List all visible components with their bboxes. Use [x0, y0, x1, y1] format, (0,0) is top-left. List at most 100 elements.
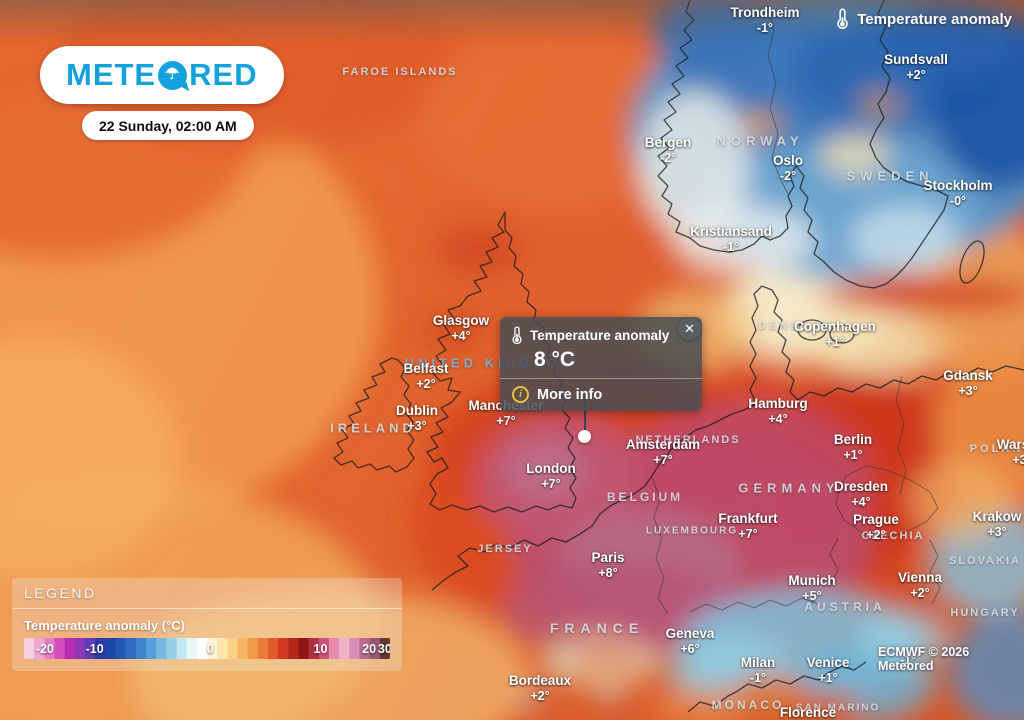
- city-label[interactable]: Prague +2°: [853, 512, 899, 543]
- city-label[interactable]: Gdansk +3°: [943, 368, 993, 399]
- city-anomaly-value: +5°: [802, 589, 822, 604]
- region-label: NORWAY: [716, 133, 804, 149]
- legend-tick: 30: [377, 641, 390, 656]
- city-anomaly-value: +2°: [866, 528, 886, 543]
- legend-color-bar: -20 -10 0 10 20 30: [24, 638, 390, 659]
- city-label[interactable]: Stockholm -0°: [923, 178, 992, 209]
- tooltip-title: Temperature anomaly: [530, 328, 670, 343]
- city-name: Glasgow: [432, 313, 490, 328]
- city-label[interactable]: Copenhagen +1°: [794, 319, 876, 350]
- city-label[interactable]: Milan -1°: [741, 655, 776, 686]
- legend-tick: 10: [313, 641, 328, 656]
- region-label: JERSEY: [477, 543, 533, 555]
- city-anomaly-value: +4°: [851, 495, 871, 510]
- city-name: Trondheim: [730, 5, 800, 20]
- region-label: SWEDEN: [846, 168, 934, 184]
- region-label: AUSTRIA: [804, 600, 886, 614]
- city-anomaly-value: +6°: [680, 642, 700, 657]
- city-name: Prague: [853, 512, 899, 527]
- city-name: Venice: [806, 655, 850, 670]
- legend-tick: -10: [85, 641, 104, 656]
- city-label[interactable]: London +7°: [526, 461, 575, 492]
- city-anomaly-value: +3°: [958, 384, 978, 399]
- city-name: Warsaw: [996, 437, 1024, 452]
- city-name: Frankfurt: [718, 511, 778, 526]
- city-name: Vienna: [897, 570, 943, 585]
- city-label[interactable]: Belfast +2°: [403, 361, 448, 392]
- region-label: SAN MARINO: [795, 702, 881, 714]
- city-name: Bordeaux: [508, 673, 572, 688]
- region-label: GERMANY: [738, 480, 840, 496]
- city-anomaly-value: +7°: [496, 414, 516, 429]
- selected-point-marker[interactable]: [578, 430, 591, 443]
- umbrella-bubble-icon: ☂: [158, 60, 188, 90]
- city-label[interactable]: Venice +1°: [807, 655, 850, 686]
- thermometer-icon: [512, 326, 522, 345]
- city-anomaly-value: +1°: [818, 671, 838, 686]
- city-label[interactable]: -1°: [900, 653, 916, 668]
- city-anomaly-value: -1°: [899, 653, 917, 667]
- city-anomaly-value: +4°: [451, 329, 471, 344]
- city-anomaly-value: +1°: [843, 448, 863, 463]
- legend-header: LEGEND: [24, 585, 97, 601]
- city-label[interactable]: Vienna +2°: [898, 570, 942, 601]
- region-label: IRELAND: [330, 420, 416, 436]
- city-label[interactable]: Kristiansand -1°: [690, 224, 772, 255]
- legend-divider: [12, 608, 402, 609]
- city-label[interactable]: Sundsvall +2°: [884, 52, 948, 83]
- region-label: SLOVAKIA: [948, 555, 1022, 567]
- region-label: FAROE ISLANDS: [342, 66, 458, 78]
- legend-panel: LEGEND Temperature anomaly (°C) -20 -10 0 1…: [12, 578, 402, 671]
- city-label[interactable]: Berlin +1°: [834, 432, 872, 463]
- meteored-logo[interactable]: METE ☂ RED: [40, 46, 284, 104]
- city-name: Berlin: [833, 432, 873, 447]
- region-label: CZECHIA: [861, 530, 925, 542]
- city-name: Munich: [788, 573, 836, 588]
- city-anomaly-value: +7°: [653, 453, 673, 468]
- thermometer-icon: [837, 8, 848, 30]
- city-anomaly-value: -2°: [659, 151, 677, 166]
- region-label: NETHERLANDS: [635, 434, 741, 446]
- city-anomaly-value: +7°: [541, 477, 561, 492]
- region-label: HUNGARY: [950, 607, 1020, 619]
- city-label[interactable]: Geneva +6°: [666, 626, 715, 657]
- city-label[interactable]: Munich +5°: [788, 573, 835, 604]
- city-label[interactable]: Glasgow +4°: [433, 313, 489, 344]
- city-label[interactable]: Dublin +3°: [396, 403, 438, 434]
- city-name: Stockholm: [923, 178, 993, 193]
- legend-tick: -20: [35, 641, 54, 656]
- city-name: Hamburg: [748, 396, 808, 411]
- city-name: Milan: [740, 655, 776, 670]
- city-label[interactable]: Amsterdam +7°: [626, 437, 700, 468]
- city-anomaly-value: -1°: [749, 671, 767, 686]
- city-anomaly-value: -2°: [779, 169, 797, 184]
- city-label[interactable]: Oslo -2°: [773, 153, 803, 184]
- more-info-button[interactable]: i More info: [512, 386, 690, 403]
- city-name: Belfast: [403, 361, 449, 376]
- model-watermark: ECMWF © 2026 Meteored: [878, 645, 970, 673]
- city-anomaly-value: +3°: [1012, 453, 1024, 468]
- city-label[interactable]: Trondheim -1°: [730, 5, 799, 36]
- city-label[interactable]: Dresden +4°: [834, 479, 888, 510]
- city-label[interactable]: Bergen -2°: [645, 135, 692, 166]
- datetime-label: 22 Sunday, 02:00 AM: [99, 117, 237, 134]
- city-name: Paris: [591, 550, 625, 565]
- city-name: Dresden: [833, 479, 889, 494]
- city-anomaly-value: +7°: [738, 527, 758, 542]
- city-label[interactable]: Krakow +3°: [973, 509, 1022, 540]
- city-name: Copenhagen: [794, 319, 876, 334]
- city-label[interactable]: Florence: [780, 705, 836, 720]
- tooltip-close-button[interactable]: ✕: [678, 317, 701, 340]
- info-icon: i: [512, 386, 529, 403]
- city-anomaly-value: -1°: [722, 240, 740, 255]
- city-label[interactable]: Paris +8°: [591, 550, 624, 581]
- city-label[interactable]: Bordeaux +2°: [509, 673, 571, 704]
- close-icon: ✕: [684, 320, 695, 336]
- city-label[interactable]: Frankfurt +7°: [718, 511, 777, 542]
- city-label[interactable]: Hamburg +4°: [748, 396, 807, 427]
- city-name: Kristiansand: [690, 224, 772, 239]
- region-label: LUXEMBOURG: [645, 525, 739, 537]
- city-label[interactable]: Warsaw+3°: [997, 437, 1024, 468]
- datetime-pill[interactable]: 22 Sunday, 02:00 AM: [82, 111, 254, 140]
